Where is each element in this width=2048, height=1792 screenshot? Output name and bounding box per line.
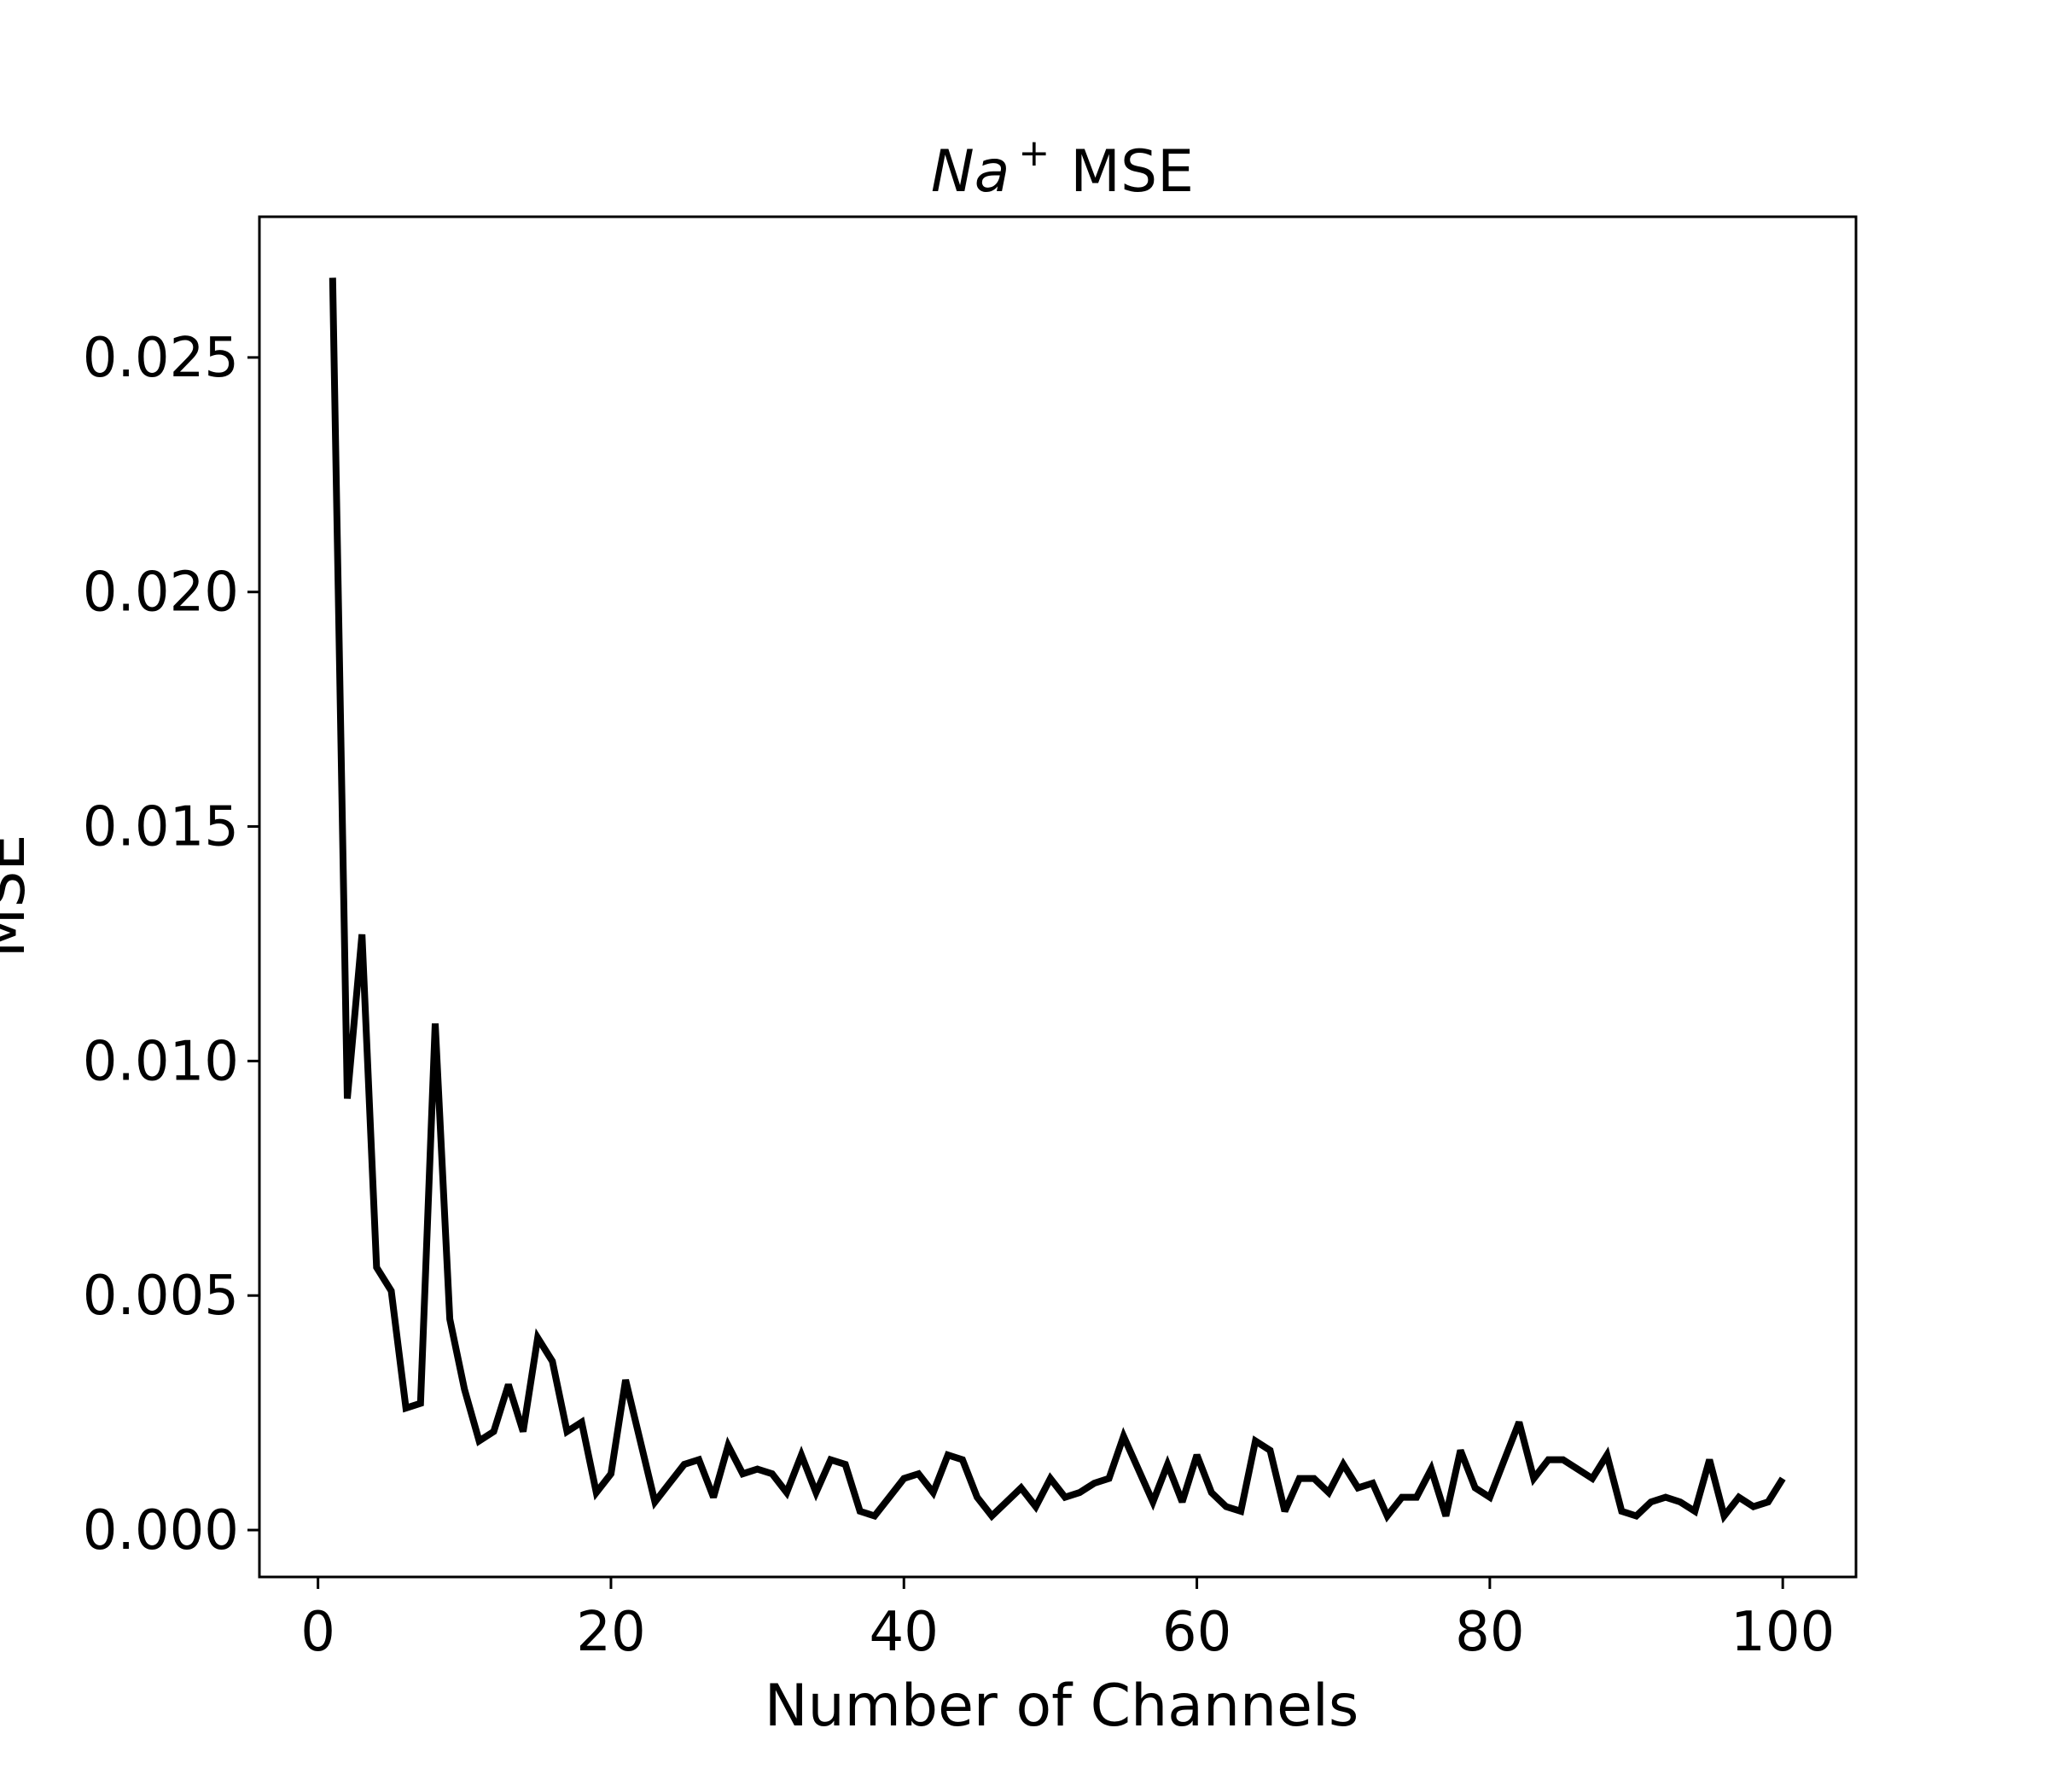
y-axis-label: MSE xyxy=(0,835,38,958)
x-tick-label: 80 xyxy=(1455,1601,1524,1664)
x-tick-label: 40 xyxy=(870,1601,939,1664)
chart-title-ion: Na xyxy=(931,138,1010,206)
plot-frame xyxy=(258,215,1858,1579)
x-axis-label: Number of Channels xyxy=(765,1673,1359,1740)
y-axis-ticks: 0.000 0.005 0.010 0.015 0.020 0.025 xyxy=(83,327,259,1562)
x-tick-label: 0 xyxy=(300,1601,335,1664)
y-tick-label: 0.000 xyxy=(83,1499,239,1562)
x-tick-label: 20 xyxy=(576,1601,645,1664)
chart-title: Na + MSE xyxy=(931,131,1194,206)
y-tick-label: 0.025 xyxy=(83,327,239,390)
y-tick-label: 0.015 xyxy=(83,796,239,859)
chart-title-suffix: MSE xyxy=(1070,138,1194,206)
y-tick-label: 0.010 xyxy=(83,1030,239,1093)
series-line xyxy=(329,277,1786,1524)
y-tick-label: 0.020 xyxy=(83,561,239,625)
x-tick-label: 100 xyxy=(1731,1601,1835,1664)
series-layer xyxy=(329,277,1786,1524)
x-tick-label: 60 xyxy=(1162,1601,1231,1664)
chart-title-superscript: + xyxy=(1018,131,1050,175)
x-axis-ticks: 0 20 40 60 80 100 xyxy=(300,1577,1835,1664)
y-tick-label: 0.005 xyxy=(83,1265,239,1328)
